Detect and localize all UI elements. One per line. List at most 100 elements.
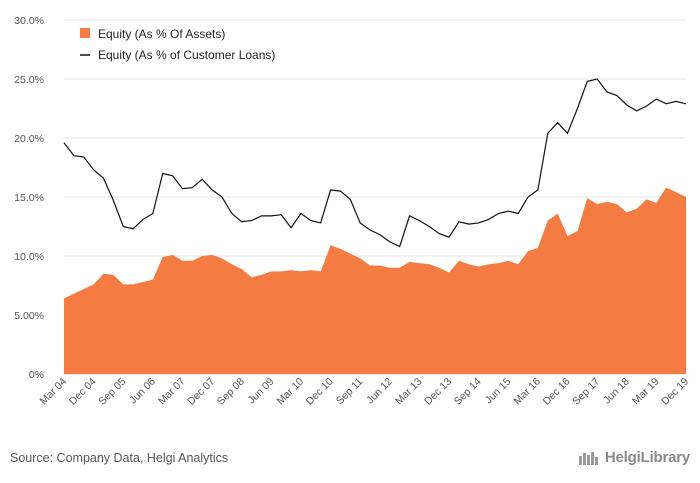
y-tick-label: 10.0% bbox=[14, 251, 44, 263]
legend-label-area: Equity (As % Of Assets) bbox=[98, 27, 225, 41]
area-point bbox=[507, 260, 509, 262]
line-point bbox=[675, 100, 677, 102]
x-tick-label: Jun 15 bbox=[483, 376, 514, 407]
x-tick-label: Dec 07 bbox=[185, 376, 217, 408]
area-point bbox=[389, 267, 391, 269]
brand-logo: HelgiLibrary bbox=[578, 449, 690, 466]
area-point bbox=[527, 250, 529, 252]
x-tick-label: Mar 13 bbox=[393, 376, 425, 408]
x-tick-label: Sep 14 bbox=[452, 376, 484, 408]
area-point bbox=[576, 230, 578, 232]
area-point bbox=[596, 203, 598, 205]
area-point bbox=[102, 273, 104, 275]
x-tick-label: Sep 11 bbox=[334, 376, 366, 408]
x-tick-label: Jun 06 bbox=[127, 376, 158, 407]
x-tick-label: Mar 10 bbox=[274, 376, 306, 408]
series-line-equity-loans bbox=[63, 78, 687, 248]
area-point bbox=[300, 270, 302, 272]
area-point bbox=[537, 247, 539, 249]
area-point bbox=[497, 262, 499, 264]
line-point bbox=[556, 121, 558, 123]
area-point bbox=[73, 293, 75, 295]
line-point bbox=[418, 219, 420, 221]
line-point bbox=[92, 169, 94, 171]
area-point bbox=[665, 186, 667, 188]
area-point bbox=[369, 264, 371, 266]
area-point bbox=[428, 263, 430, 265]
area-point bbox=[408, 261, 410, 263]
area-point bbox=[171, 254, 173, 256]
area-point bbox=[290, 269, 292, 271]
line-point bbox=[241, 221, 243, 223]
area-point bbox=[241, 268, 243, 270]
area-point bbox=[201, 255, 203, 257]
area-point bbox=[162, 256, 164, 258]
line-point bbox=[63, 142, 65, 144]
line-point bbox=[576, 107, 578, 109]
area-point bbox=[606, 201, 608, 203]
area-point bbox=[448, 271, 450, 273]
y-tick-label: 5.00% bbox=[14, 310, 44, 322]
line-point bbox=[616, 94, 618, 96]
line-point bbox=[507, 210, 509, 212]
area-point bbox=[586, 197, 588, 199]
line-point bbox=[142, 218, 144, 220]
line-point bbox=[171, 175, 173, 177]
y-tick-label: 0% bbox=[29, 369, 44, 381]
line-point bbox=[102, 177, 104, 179]
line-point bbox=[645, 105, 647, 107]
line-point bbox=[408, 215, 410, 217]
line-point bbox=[566, 132, 568, 134]
area-point bbox=[211, 254, 213, 256]
area-point bbox=[191, 260, 193, 262]
area-point bbox=[547, 219, 549, 221]
y-axis-ticks: 0% 5.00% 10.0% 15.0% 20.0% 25.0% 30.0% bbox=[14, 15, 44, 381]
y-tick-label: 30.0% bbox=[14, 15, 44, 27]
area-point bbox=[626, 211, 628, 213]
area-point bbox=[379, 264, 381, 266]
source-note: Source: Company Data, Helgi Analytics bbox=[10, 451, 229, 465]
area-point bbox=[566, 235, 568, 237]
line-point bbox=[398, 245, 400, 247]
line-point bbox=[310, 219, 312, 221]
line-point bbox=[290, 226, 292, 228]
line-point bbox=[83, 156, 85, 158]
legend-swatch-area bbox=[80, 28, 90, 38]
line-point bbox=[468, 223, 470, 225]
line-point bbox=[181, 188, 183, 190]
area-point bbox=[231, 263, 233, 265]
area-point bbox=[270, 270, 272, 272]
area-point bbox=[310, 269, 312, 271]
x-tick-label: Dec 16 bbox=[541, 376, 573, 408]
area-point bbox=[83, 288, 85, 290]
brand-name: HelgiLibrary bbox=[604, 449, 690, 466]
area-point bbox=[685, 196, 687, 198]
area-point bbox=[418, 262, 420, 264]
area-point bbox=[142, 281, 144, 283]
line-point bbox=[517, 212, 519, 214]
legend-label-line: Equity (As % of Customer Loans) bbox=[98, 48, 275, 62]
line-point bbox=[428, 225, 430, 227]
area-point bbox=[280, 270, 282, 272]
line-point bbox=[665, 103, 667, 105]
x-tick-label: Jun 12 bbox=[364, 376, 395, 407]
line-point bbox=[152, 212, 154, 214]
x-tick-label: Dec 04 bbox=[67, 376, 99, 408]
line-point bbox=[635, 110, 637, 112]
x-tick-label: Dec 10 bbox=[304, 376, 336, 408]
line-point bbox=[369, 229, 371, 231]
line-point bbox=[487, 218, 489, 220]
area-point bbox=[616, 203, 618, 205]
line-point bbox=[497, 212, 499, 214]
line-point bbox=[547, 132, 549, 134]
area-point bbox=[635, 208, 637, 210]
line-point bbox=[112, 199, 114, 201]
line-point bbox=[73, 155, 75, 157]
legend: Equity (As % Of Assets) Equity (As % of … bbox=[80, 27, 275, 62]
line-point bbox=[685, 103, 687, 105]
line-point bbox=[191, 186, 193, 188]
line-point bbox=[477, 222, 479, 224]
line-point bbox=[250, 219, 252, 221]
line-point bbox=[231, 212, 233, 214]
